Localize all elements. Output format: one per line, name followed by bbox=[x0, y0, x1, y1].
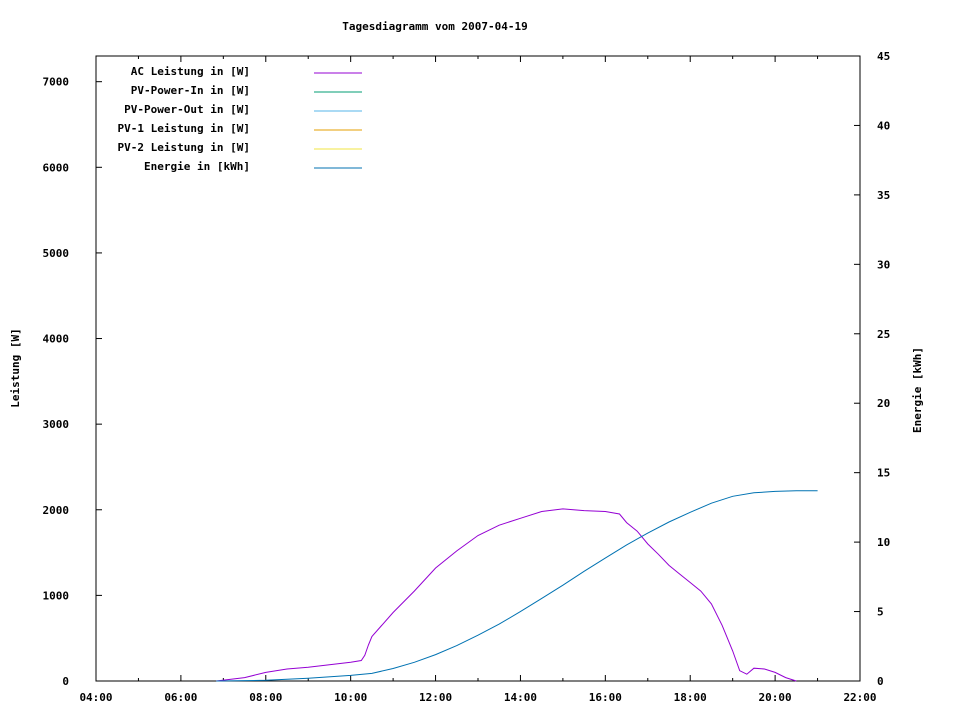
series-lines bbox=[216, 490, 818, 682]
x-tick-label: 18:00 bbox=[674, 691, 707, 704]
y2-tick-label: 10 bbox=[877, 536, 890, 549]
y-tick-label: 4000 bbox=[43, 333, 70, 346]
chart-title: Tagesdiagramm vom 2007-04-19 bbox=[342, 20, 527, 33]
x-tick-label: 16:00 bbox=[589, 691, 622, 704]
y-tick-label: 3000 bbox=[43, 418, 70, 431]
y2-tick-label: 25 bbox=[877, 328, 890, 341]
y-axis-label: Leistung [W] bbox=[9, 328, 22, 407]
y-tick-label: 2000 bbox=[43, 504, 70, 517]
y2-tick-label: 40 bbox=[877, 119, 890, 132]
x-tick-label: 06:00 bbox=[164, 691, 197, 704]
x-tick-label: 08:00 bbox=[249, 691, 282, 704]
x-tick-label: 10:00 bbox=[334, 691, 367, 704]
y-tick-label: 6000 bbox=[43, 161, 70, 174]
legend-label: PV-1 Leistung in [W] bbox=[118, 122, 250, 135]
y2-tick-label: 30 bbox=[877, 258, 890, 271]
legend-label: PV-Power-In in [W] bbox=[131, 84, 250, 97]
y-tick-label: 7000 bbox=[43, 76, 70, 89]
y2-tick-label: 5 bbox=[877, 606, 884, 619]
legend-label: AC Leistung in [W] bbox=[131, 65, 250, 78]
x-tick-label: 22:00 bbox=[843, 691, 876, 704]
x-tick-label: 20:00 bbox=[759, 691, 792, 704]
legend: AC Leistung in [W] PV-Power-In in [W] PV-P… bbox=[118, 65, 362, 173]
axis-ticks: 04:00 06:00 08:00 10:00 12:00 14:00 16:00 18:00… bbox=[43, 50, 891, 704]
y2-tick-label: 20 bbox=[877, 397, 890, 410]
series-line-0 bbox=[216, 508, 797, 682]
legend-label: PV-2 Leistung in [W] bbox=[118, 141, 250, 154]
y2-tick-label: 0 bbox=[877, 675, 884, 688]
y2-tick-label: 45 bbox=[877, 50, 890, 63]
y2-tick-label: 35 bbox=[877, 189, 890, 202]
legend-label: PV-Power-Out in [W] bbox=[124, 103, 250, 116]
legend-label: Energie in [kWh] bbox=[144, 160, 250, 173]
y2-axis-label: Energie [kWh] bbox=[911, 347, 924, 433]
x-tick-label: 04:00 bbox=[79, 691, 112, 704]
x-tick-label: 12:00 bbox=[419, 691, 452, 704]
y2-tick-label: 15 bbox=[877, 467, 890, 480]
series-line-5 bbox=[216, 490, 818, 682]
x-tick-label: 14:00 bbox=[504, 691, 537, 704]
y-tick-label: 0 bbox=[62, 675, 69, 688]
y-tick-label: 1000 bbox=[43, 589, 70, 602]
y-tick-label: 5000 bbox=[43, 247, 70, 260]
